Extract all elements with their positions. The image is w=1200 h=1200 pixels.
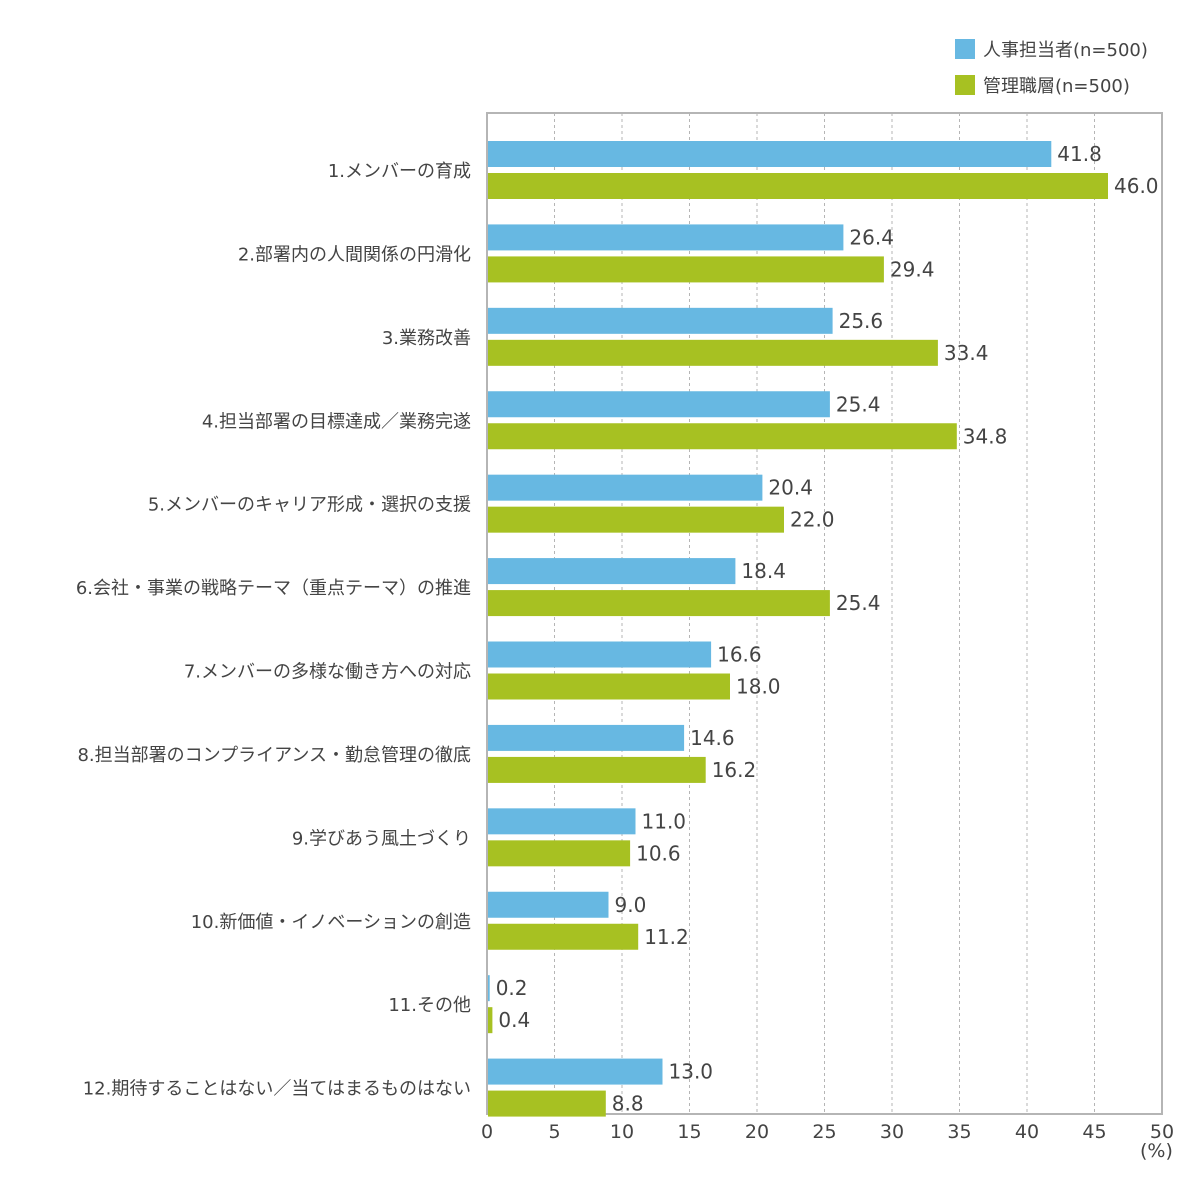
value-label: 16.6 [717, 643, 762, 667]
bar-manager [488, 673, 730, 700]
value-label: 0.4 [498, 1008, 530, 1032]
bar-manager [488, 256, 884, 283]
bar-hr [488, 558, 736, 585]
bar-hr [488, 891, 609, 918]
bar-manager [488, 590, 830, 617]
value-label: 33.4 [944, 341, 989, 365]
bar-hr [488, 808, 636, 835]
x-tick-label: 15 [677, 1121, 701, 1143]
value-label: 14.6 [690, 726, 735, 750]
bar-manager [488, 506, 784, 533]
bar-manager [488, 173, 1108, 199]
category-label: 5.メンバーのキャリア形成・選択の支援 [148, 495, 471, 516]
legend-item-hr: 人事担当者(n=500) [955, 36, 1148, 62]
value-label: 25.4 [836, 392, 881, 416]
bar-manager [488, 756, 706, 783]
value-label: 29.4 [890, 257, 935, 281]
value-label: 11.2 [644, 925, 689, 949]
value-label: 20.4 [768, 476, 813, 500]
x-tick-label: 5 [548, 1121, 560, 1143]
value-label: 9.0 [615, 893, 647, 917]
value-label: 25.6 [839, 309, 884, 333]
bar-hr [488, 391, 830, 418]
value-label: 46.0 [1114, 174, 1159, 198]
bar-manager [488, 339, 938, 366]
value-label: 34.8 [963, 424, 1008, 448]
category-label: 12.期待することはない／当てはまるものはない [83, 1079, 471, 1100]
bar-hr [488, 224, 844, 251]
x-tick-label: 20 [745, 1121, 769, 1143]
value-label: 18.4 [741, 559, 786, 583]
category-label: 4.担当部署の目標達成／業務完遂 [202, 411, 471, 432]
x-tick-label: 50 [1150, 1121, 1174, 1143]
bar-hr [488, 141, 1052, 167]
value-label: 18.0 [736, 675, 781, 699]
value-label: 26.4 [849, 225, 894, 249]
category-label: 8.担当部署のコンプライアンス・勤怠管理の徹底 [77, 745, 471, 766]
category-label: 1.メンバーの育成 [328, 161, 471, 182]
bar-manager [488, 923, 639, 950]
bar-hr [488, 724, 685, 751]
x-tick-label: 35 [947, 1121, 971, 1143]
value-label: 41.8 [1057, 142, 1102, 166]
category-label: 7.メンバーの多様な働き方への対応 [184, 662, 471, 683]
value-label: 8.8 [612, 1092, 644, 1116]
bar-hr [488, 474, 763, 501]
x-tick-label: 30 [880, 1121, 904, 1143]
value-label: 22.0 [790, 508, 835, 532]
x-tick-label: 40 [1015, 1121, 1039, 1143]
category-label: 6.会社・事業の戦略テーマ（重点テーマ）の推進 [76, 578, 471, 599]
bar-hr [488, 641, 712, 668]
value-label: 25.4 [836, 591, 881, 615]
value-label: 10.6 [636, 841, 681, 865]
value-label: 0.2 [496, 976, 528, 1000]
x-tick-label: 10 [610, 1121, 634, 1143]
category-label: 9.学びあう風土づくり [292, 828, 471, 849]
category-label: 11.その他 [388, 995, 471, 1016]
bar-manager [488, 840, 631, 867]
value-label: 16.2 [712, 758, 757, 782]
bar-manager [488, 1090, 606, 1117]
category-label: 2.部署内の人間関係の円滑化 [238, 244, 471, 265]
bar-manager [488, 1007, 493, 1034]
legend-swatch-hr [955, 39, 975, 59]
legend-label-hr: 人事担当者(n=500) [983, 40, 1148, 61]
x-tick-label: 45 [1082, 1121, 1106, 1143]
value-label: 13.0 [669, 1060, 714, 1084]
legend-label-manager: 管理職層(n=500) [983, 76, 1130, 97]
x-axis-unit: (%) [1140, 1140, 1173, 1162]
category-label: 3.業務改善 [382, 328, 471, 349]
x-tick-label: 25 [812, 1121, 836, 1143]
bar-hr [488, 1058, 663, 1085]
bar-hr [488, 975, 490, 1002]
value-label: 11.0 [642, 809, 687, 833]
x-tick-label: 0 [481, 1121, 493, 1143]
legend-swatch-manager [955, 75, 975, 95]
bar-manager [488, 423, 957, 450]
category-label: 10.新価値・イノベーションの創造 [191, 912, 471, 933]
legend-item-manager: 管理職層(n=500) [955, 72, 1130, 98]
bar-hr [488, 307, 833, 334]
